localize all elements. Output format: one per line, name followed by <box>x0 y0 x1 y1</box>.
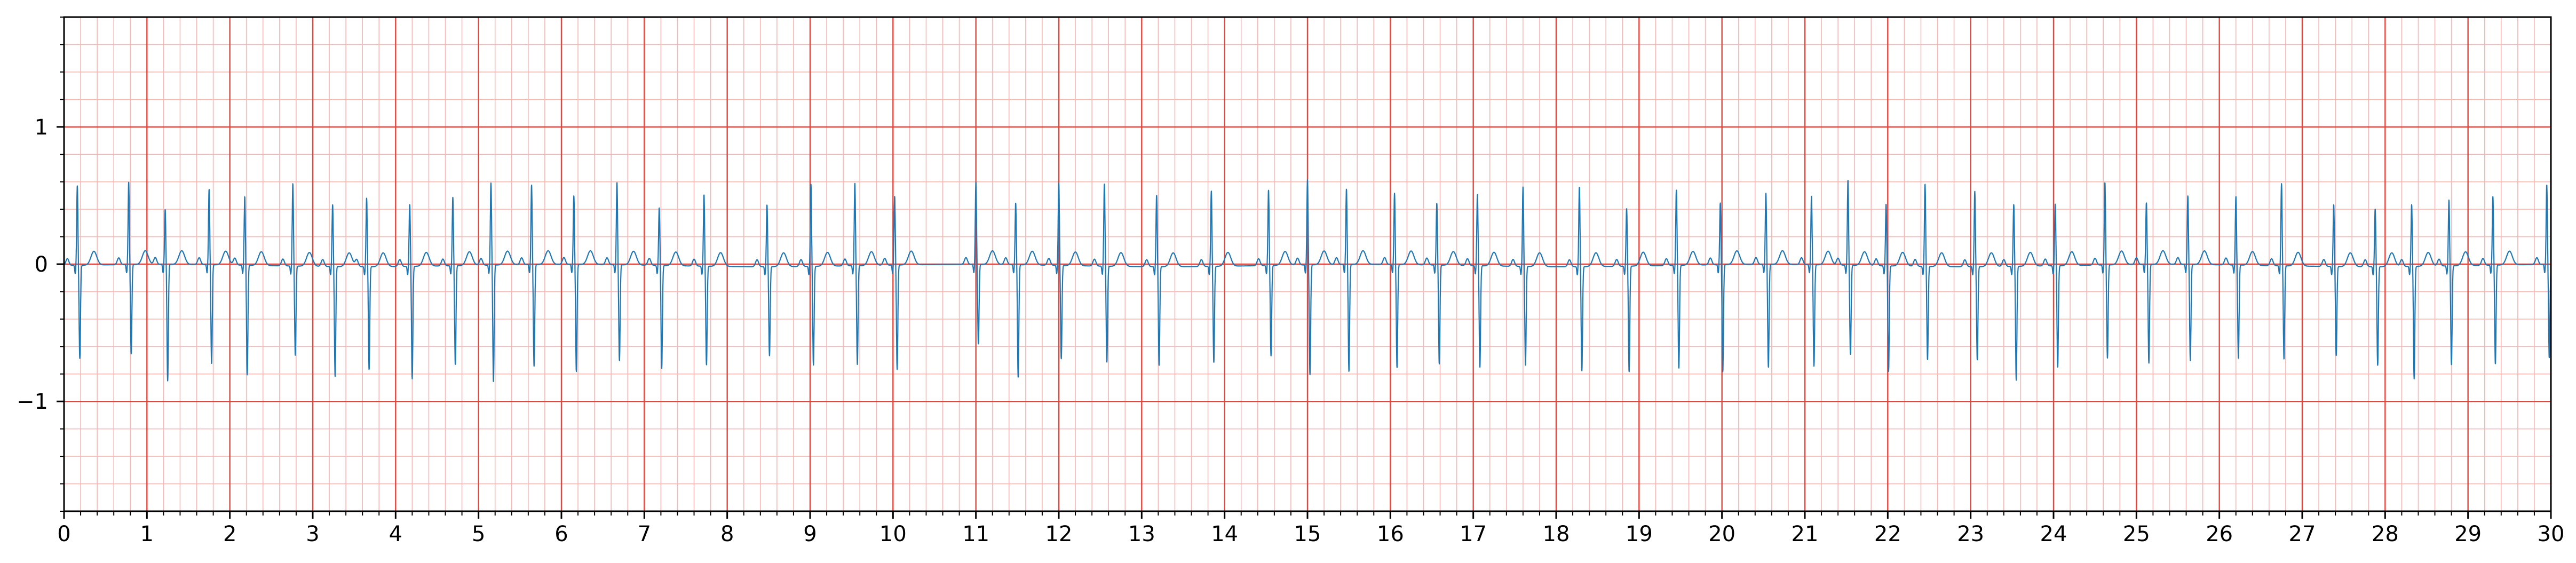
x-tick-label: 1 <box>140 522 154 546</box>
x-tick-label: 12 <box>1045 522 1073 546</box>
y-tick-label: 0 <box>35 252 48 277</box>
x-tick-label: 4 <box>389 522 402 546</box>
x-tick-label: 15 <box>1294 522 1321 546</box>
x-tick-label: 3 <box>306 522 319 546</box>
tick-labels: 0 1 2 3 4 5 6 7 8 9 10 11 12 13 14 15 16 17 18 19 20 21 22 23 24… <box>17 115 2564 546</box>
x-tick-label: 9 <box>803 522 817 546</box>
x-tick-label: 14 <box>1211 522 1238 546</box>
x-tick-label: 8 <box>720 522 734 546</box>
x-tick-label: 29 <box>2454 522 2482 546</box>
x-tick-label: 10 <box>879 522 907 546</box>
x-tick-label: 25 <box>2123 522 2150 546</box>
x-tick-label: 17 <box>1460 522 1487 546</box>
x-tick-label: 18 <box>1543 522 1570 546</box>
x-tick-label: 21 <box>1792 522 1819 546</box>
ecg-series-line <box>64 179 2552 382</box>
x-tick-label: 24 <box>2040 522 2067 546</box>
y-tick-label: 1 <box>35 115 48 140</box>
y-tick-label: −1 <box>17 390 48 414</box>
x-tick-label: 6 <box>554 522 568 546</box>
x-tick-label: 27 <box>2289 522 2316 546</box>
x-tick-label: 7 <box>638 522 651 546</box>
x-tick-label: 26 <box>2206 522 2233 546</box>
x-tick-label: 20 <box>1708 522 1735 546</box>
x-tick-label: 30 <box>2538 522 2565 546</box>
x-tick-label: 2 <box>223 522 236 546</box>
x-tick-label: 11 <box>962 522 989 546</box>
x-tick-label: 23 <box>1957 522 1984 546</box>
x-tick-label: 16 <box>1377 522 1404 546</box>
x-tick-label: 19 <box>1626 522 1653 546</box>
x-tick-label: 5 <box>472 522 485 546</box>
x-tick-label: 13 <box>1128 522 1155 546</box>
x-tick-label: 0 <box>57 522 70 546</box>
x-tick-label: 28 <box>2372 522 2399 546</box>
x-tick-label: 22 <box>1874 522 1901 546</box>
axes-frame <box>57 16 2552 519</box>
ecg-trace-layer <box>64 179 2552 382</box>
